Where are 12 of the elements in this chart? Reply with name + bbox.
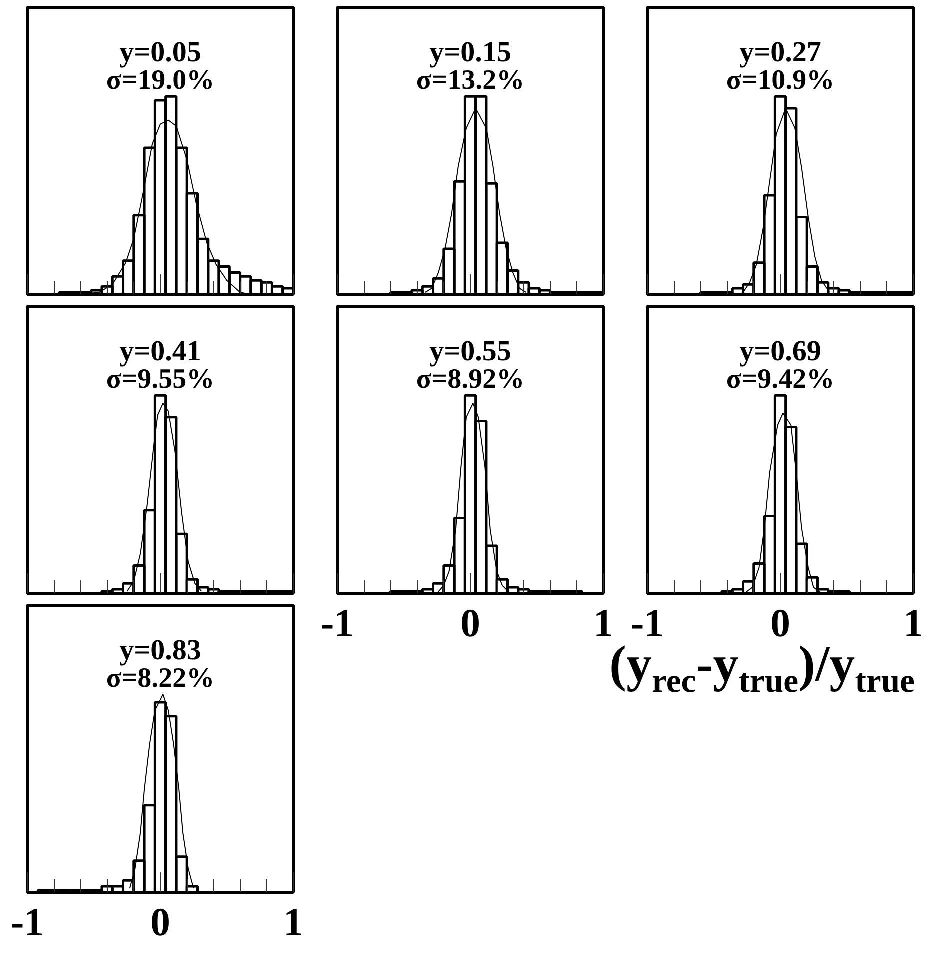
chart-title: y=0.83: [120, 634, 202, 666]
x-tick-label: 1: [284, 900, 304, 944]
chart-title: y=0.15: [430, 36, 512, 68]
chart-title: y=0.69: [740, 336, 822, 368]
x-tick-label: -1: [10, 900, 44, 944]
chart-title: y=0.05: [120, 36, 202, 68]
chart-title: y=0.41: [120, 336, 202, 368]
x-tick-label: -1: [320, 600, 354, 646]
chart-title: y=0.27: [740, 36, 822, 68]
x-tick-label: 0: [150, 900, 170, 944]
chart-title: y=0.55: [430, 336, 512, 368]
x-tick-label: 0: [460, 600, 480, 646]
